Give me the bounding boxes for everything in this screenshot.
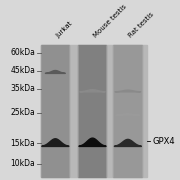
Bar: [78, 45, 106, 177]
Text: 10kDa: 10kDa: [11, 159, 35, 168]
Text: 15kDa: 15kDa: [11, 139, 35, 148]
Text: Mouse testis: Mouse testis: [92, 4, 127, 39]
Text: Jurkat: Jurkat: [55, 20, 73, 39]
Text: 25kDa: 25kDa: [11, 108, 35, 117]
Text: Rat testis: Rat testis: [127, 11, 155, 39]
Bar: [41, 45, 69, 177]
Text: 60kDa: 60kDa: [10, 48, 35, 57]
Text: 45kDa: 45kDa: [10, 66, 35, 75]
Bar: [41, 45, 147, 177]
Text: 35kDa: 35kDa: [10, 84, 35, 93]
Text: GPX4: GPX4: [152, 137, 175, 146]
Bar: [113, 45, 141, 177]
